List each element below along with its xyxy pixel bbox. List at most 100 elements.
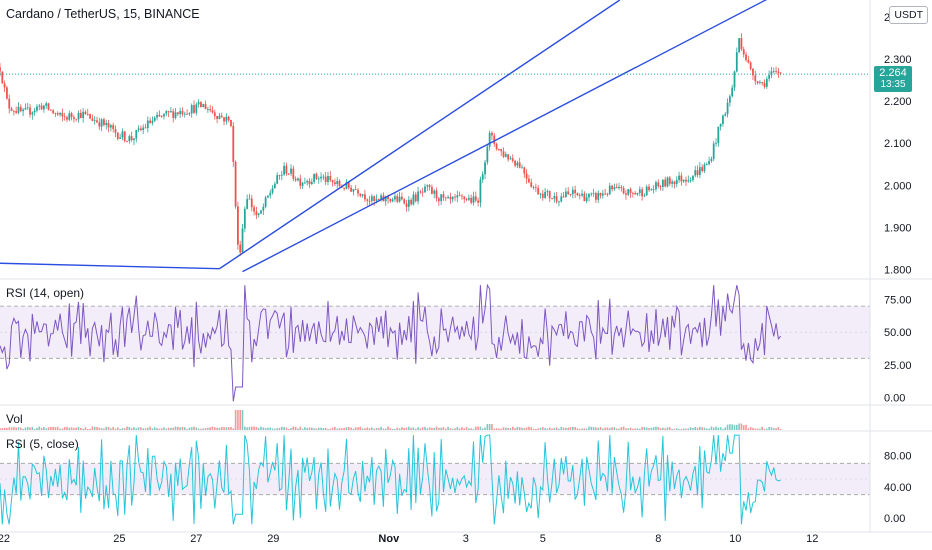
candle-body (206, 109, 209, 110)
candle-body (158, 114, 161, 117)
volume-bar (31, 426, 34, 430)
volume-bar (105, 426, 108, 430)
candle-body (444, 197, 447, 199)
candle-body (42, 105, 45, 110)
volume-bar (347, 427, 350, 430)
volume-bar (140, 427, 142, 430)
volume-bar (119, 428, 121, 430)
price-pane[interactable] (0, 0, 870, 273)
candle-body (144, 127, 147, 129)
candle-body (338, 181, 341, 187)
candle-body (109, 125, 112, 128)
candle-body (498, 149, 500, 150)
volume-bar (123, 428, 126, 430)
volume-pane[interactable] (0, 410, 782, 430)
volume-bar (500, 428, 503, 430)
rsi-14-pane[interactable] (0, 283, 870, 402)
candle-body (410, 199, 413, 205)
volume-bar (673, 428, 676, 430)
volume-label: Vol (6, 412, 23, 426)
volume-bar (724, 427, 727, 430)
x-tick-label: 8 (655, 533, 661, 545)
candle-body (705, 164, 708, 166)
volume-bar (475, 426, 477, 430)
candle-body (331, 180, 334, 183)
candle-body (377, 199, 380, 200)
rsi14-tick-label: 25.00 (884, 360, 912, 372)
volume-bar (569, 427, 572, 430)
volume-bar (257, 427, 260, 430)
candle-body (560, 196, 563, 202)
candle-body (128, 136, 131, 142)
candle-body (163, 113, 165, 117)
volume-bar (611, 427, 613, 430)
candle-body (227, 116, 230, 121)
volume-bar (167, 427, 170, 430)
candle-body (0, 67, 1, 72)
candle-body (564, 191, 567, 198)
volume-bar (719, 427, 722, 430)
candle-body (63, 116, 66, 118)
candle-body (682, 179, 685, 182)
rsi-5-pane[interactable] (0, 434, 870, 525)
volume-bar (63, 427, 66, 430)
candle-body (622, 188, 625, 194)
candle-body (724, 114, 727, 116)
candle-body (698, 167, 701, 176)
candle-body (595, 193, 597, 200)
candle-body (474, 196, 477, 201)
volume-bar (643, 426, 646, 430)
candle-body (391, 199, 394, 202)
volume-bar (297, 428, 299, 430)
candle-body (765, 78, 768, 87)
candle-body (405, 203, 408, 207)
volume-bar (135, 428, 138, 430)
candle-body (290, 168, 292, 174)
volume-bar (174, 426, 177, 430)
volume-bar (595, 427, 597, 430)
volume-bar (274, 428, 276, 430)
candle-body (652, 189, 655, 191)
candle-body (414, 194, 417, 202)
volume-bar (308, 427, 311, 430)
candle-body (548, 191, 551, 199)
volume-bar (216, 427, 218, 430)
candle-body (160, 116, 163, 117)
candle-body (345, 182, 348, 189)
volume-bar (454, 428, 456, 430)
volume-bar (551, 428, 553, 430)
candle-body (613, 187, 616, 190)
candle-body (541, 193, 544, 198)
volume-bar (498, 428, 500, 430)
volume-bar (103, 428, 105, 430)
candle-body (264, 197, 267, 207)
volume-bar (218, 427, 221, 430)
currency-button[interactable]: USDT (889, 6, 928, 24)
volume-bar (197, 428, 200, 430)
volume-bar (283, 427, 285, 430)
volume-bar (756, 428, 759, 430)
volume-bar (606, 427, 609, 430)
candle-body (174, 112, 177, 118)
candle-body (627, 189, 630, 195)
volume-bar (181, 426, 184, 430)
volume-bar (377, 428, 380, 430)
candle-body (588, 194, 590, 198)
volume-bar (371, 427, 373, 430)
volume-bar (410, 427, 412, 430)
candle-body (518, 162, 521, 168)
volume-bar (107, 426, 110, 430)
volume-bar (622, 426, 625, 430)
candle-body (103, 119, 105, 125)
volume-bar (47, 427, 50, 430)
candle-body (75, 118, 78, 120)
volume-bar (484, 427, 486, 430)
candle-body (419, 191, 422, 193)
candle-body (458, 195, 461, 197)
volume-bar (567, 427, 569, 430)
candle-body (465, 199, 468, 200)
volume-bar (505, 427, 507, 430)
candle-body (442, 194, 445, 198)
volume-bar (361, 428, 364, 430)
